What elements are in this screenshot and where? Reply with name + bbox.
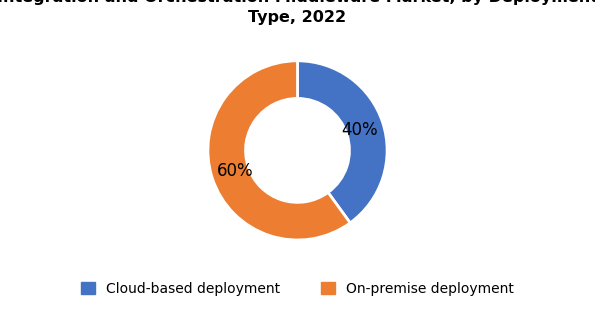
Legend: Cloud-based deployment, On-premise deployment: Cloud-based deployment, On-premise deplo… [81, 282, 514, 296]
Text: 40%: 40% [342, 121, 378, 139]
Title: Integration and Orchestration Middleware Market, by Deployment
Type, 2022: Integration and Orchestration Middleware… [0, 0, 595, 25]
Wedge shape [208, 61, 350, 240]
Text: 60%: 60% [217, 162, 253, 180]
Wedge shape [298, 61, 387, 223]
